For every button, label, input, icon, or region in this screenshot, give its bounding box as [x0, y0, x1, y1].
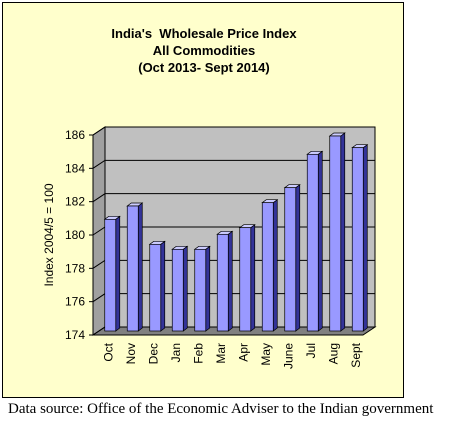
- bar-side-1: [137, 202, 143, 332]
- bar-9: [306, 153, 319, 332]
- chart-title: India's Wholesale Price Index All Commod…: [3, 25, 405, 76]
- bar-side-4: [205, 245, 211, 332]
- bar-side-10: [340, 132, 346, 332]
- y-axis-label: Index 2004/5 = 100: [42, 183, 56, 286]
- data-source-note: Data source: Office of the Economic Advi…: [8, 401, 434, 417]
- chart-title-line-3: (Oct 2013- Sept 2014): [138, 60, 270, 75]
- bar-0: [104, 218, 117, 332]
- x-tick-label-10: Aug: [326, 343, 340, 364]
- bar-side-7: [272, 198, 278, 332]
- chart-container: India's Wholesale Price Index All Commod…: [2, 2, 404, 398]
- bar-4: [194, 248, 207, 332]
- chart-title-line-2: All Commodities: [152, 43, 256, 58]
- y-tick-label: 184: [65, 161, 85, 175]
- x-tick-label-4: Feb: [191, 343, 205, 364]
- y-tick-label: 178: [65, 261, 85, 275]
- y-tick-label: 180: [65, 228, 85, 242]
- bar-side-3: [182, 245, 188, 332]
- bar-side-6: [250, 223, 256, 332]
- chart-plot: 174 176 178 180 182 184 186 Index 2004/5 = 100 O…: [42, 126, 377, 369]
- y-tick-label: 182: [65, 195, 85, 209]
- bar-side-2: [160, 240, 166, 332]
- x-tick-label-8: June: [281, 343, 295, 369]
- gridline: [92, 159, 375, 169]
- x-tick-label-3: Jan: [169, 343, 183, 362]
- x-tick-label-11: Sept: [349, 342, 363, 367]
- bar-10: [329, 135, 342, 332]
- bar-2: [149, 243, 162, 332]
- y-tick-label: 176: [65, 295, 85, 309]
- bar-3: [171, 248, 184, 332]
- x-tick-label-7: May: [259, 343, 273, 366]
- x-tick-label-0: Oct: [101, 342, 115, 361]
- x-tick-label-2: Dec: [146, 343, 160, 364]
- x-tick-label-1: Nov: [124, 343, 138, 364]
- bar-11: [351, 147, 364, 332]
- bar-1: [126, 205, 139, 332]
- bar-5: [216, 233, 229, 332]
- x-tick-label-5: Mar: [214, 343, 228, 364]
- bar-6: [239, 227, 252, 332]
- gridline: [92, 126, 375, 136]
- bar-side-9: [317, 150, 323, 332]
- bar-7: [261, 202, 274, 332]
- chart-title-line-1: India's Wholesale Price Index: [111, 26, 297, 41]
- x-tick-label-6: Apr: [236, 343, 250, 362]
- bar-side-0: [115, 215, 121, 332]
- x-tick-label-9: Jul: [304, 343, 318, 358]
- bar-side-11: [362, 143, 368, 332]
- bar-side-5: [227, 230, 233, 332]
- y-tick-label: 174: [65, 328, 85, 342]
- bar-8: [284, 187, 297, 332]
- y-tick-label: 186: [65, 128, 85, 142]
- bar-side-8: [295, 183, 301, 332]
